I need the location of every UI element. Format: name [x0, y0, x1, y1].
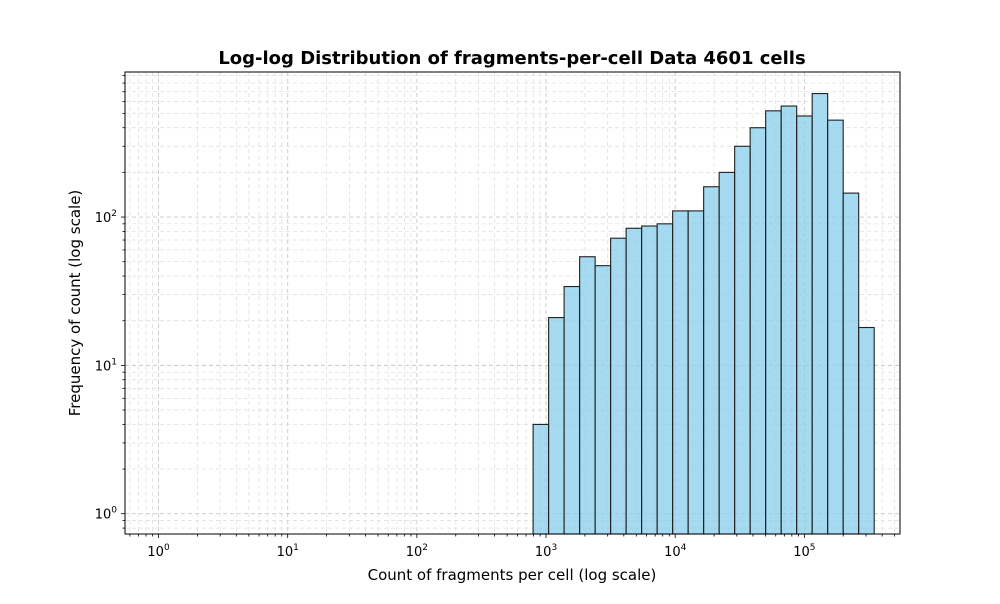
histogram-bar	[532, 423, 550, 535]
x-tick-label-exponent: 4	[681, 543, 687, 553]
x-tick-label-base: 10	[147, 545, 164, 560]
y-axis-label: Frequency of count (log scale)	[66, 190, 84, 417]
histogram-bar	[610, 237, 627, 535]
histogram-bar	[827, 119, 844, 535]
histogram-bar	[656, 223, 674, 535]
histogram-bar	[811, 92, 829, 535]
y-tick-label-exponent: 1	[111, 357, 117, 367]
x-tick-label: 105	[793, 543, 815, 560]
histogram-bar	[687, 210, 705, 535]
histogram-bar	[734, 145, 751, 535]
histogram-bar	[765, 110, 782, 535]
x-tick-label: 100	[147, 543, 170, 560]
x-tick-label-base: 10	[406, 545, 423, 560]
x-tick-label-exponent: 5	[810, 543, 816, 553]
y-tick-label: 102	[95, 209, 117, 226]
y-tick-label-base: 10	[95, 211, 112, 226]
chart-title: Log-log Distribution of fragments-per-ce…	[218, 48, 805, 69]
y-tick-label-exponent: 0	[111, 506, 117, 516]
histogram-bar	[749, 127, 767, 535]
histogram-bar	[703, 186, 720, 535]
x-tick-label-base: 10	[535, 545, 552, 560]
x-tick-label-exponent: 0	[164, 543, 170, 553]
histogram-bar	[594, 265, 612, 535]
histogram-bar	[672, 210, 689, 535]
x-tick-label: 101	[277, 543, 299, 560]
histogram-bar	[842, 192, 860, 535]
x-tick-label-exponent: 3	[551, 543, 557, 553]
y-tick-label-exponent: 2	[111, 209, 117, 219]
x-tick-label: 103	[535, 543, 557, 560]
histogram-bar	[718, 171, 736, 535]
histogram-bar	[625, 227, 643, 535]
y-tick-label-base: 10	[95, 508, 112, 523]
plot-frame	[124, 71, 901, 535]
x-tick-label-base: 10	[793, 545, 810, 560]
histogram-bar	[858, 326, 875, 535]
y-tick-label: 100	[95, 506, 118, 523]
x-tick-label-base: 10	[664, 545, 681, 560]
x-tick-label-exponent: 1	[293, 543, 299, 553]
histogram-bar	[579, 256, 596, 535]
x-tick-label: 102	[406, 543, 428, 560]
bars	[532, 92, 875, 535]
y-tick-label-base: 10	[95, 359, 112, 374]
histogram-bar	[548, 317, 565, 535]
y-tick-label: 101	[95, 357, 117, 374]
histogram-bar	[780, 105, 798, 535]
histogram-bar	[796, 115, 813, 535]
x-axis-label: Count of fragments per cell (log scale)	[368, 566, 657, 584]
x-tick-label: 104	[664, 543, 687, 560]
histogram-bar	[641, 225, 658, 535]
x-tick-label-base: 10	[277, 545, 294, 560]
histogram-bar	[563, 285, 581, 535]
x-tick-label-exponent: 2	[422, 543, 428, 553]
